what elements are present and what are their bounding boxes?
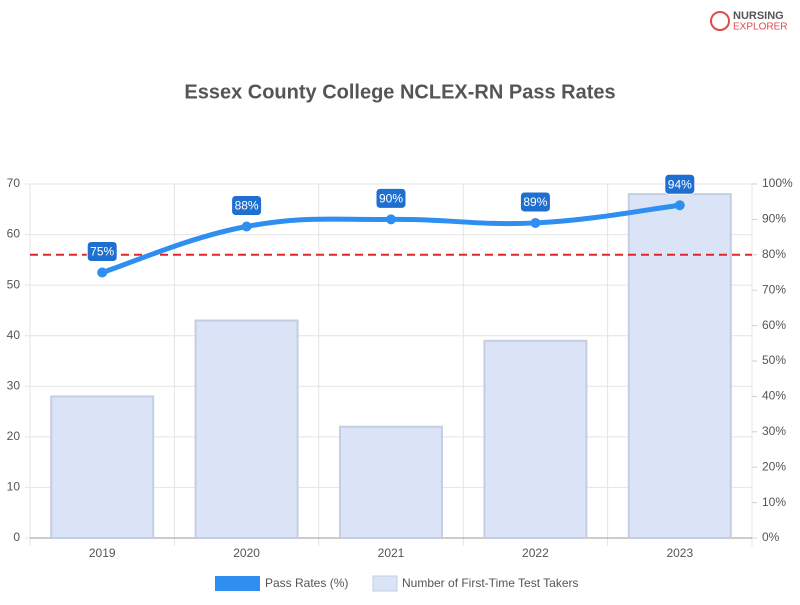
bar (194, 319, 299, 539)
bar (339, 425, 443, 539)
point (386, 214, 396, 225)
y2-tick-label: 70% (762, 282, 786, 296)
data-label: 75% (90, 245, 114, 259)
y-tick-label: 20 (7, 429, 21, 443)
y-tick-label: 10 (7, 480, 21, 494)
legend-label: Pass Rates (%) (265, 576, 348, 590)
y2-tick-label: 0% (762, 530, 780, 544)
y2-tick-label: 60% (762, 318, 786, 332)
data-label: 90% (379, 192, 403, 206)
y2-tick-label: 90% (762, 212, 786, 226)
legend-label: Number of First-Time Test Takers (402, 576, 578, 590)
legend-swatch (372, 575, 398, 592)
bar (483, 339, 588, 539)
point (241, 221, 252, 232)
y-tick-label: 30 (7, 378, 21, 392)
data-label: 88% (235, 199, 259, 213)
point (530, 217, 541, 228)
y-tick-label: 0 (13, 530, 20, 544)
logo-text: NURSING (733, 10, 784, 22)
y2-tick-label: 30% (762, 424, 786, 438)
data-label-box (86, 241, 118, 262)
y-tick-label: 40 (7, 328, 21, 342)
logo-icon (710, 11, 730, 31)
data-label-box (519, 191, 551, 213)
point (674, 200, 685, 211)
x-tick-label: 2022 (522, 546, 549, 560)
y2-tick-label: 20% (762, 459, 786, 473)
x-tick-label: 2019 (89, 546, 116, 560)
x-tick-label: 2021 (378, 546, 405, 560)
legend-swatch (215, 576, 260, 591)
data-label-box (375, 187, 407, 209)
chart-title: Essex County College NCLEX-RN Pass Rates (184, 81, 615, 103)
logo-text: EXPLORER (733, 22, 787, 33)
y2-tick-label: 100% (762, 176, 793, 190)
x-tick-label: 2023 (666, 546, 693, 560)
data-label-box (664, 173, 696, 195)
data-label: 89% (523, 195, 547, 209)
y-tick-label: 50 (7, 277, 21, 291)
y2-tick-label: 50% (762, 353, 786, 367)
y2-tick-label: 80% (762, 247, 786, 261)
y-tick-label: 60 (7, 227, 21, 241)
y-tick-label: 70 (7, 176, 21, 190)
data-label: 94% (668, 177, 692, 191)
point (97, 267, 108, 278)
x-tick-label: 2020 (233, 546, 260, 560)
data-label-box (231, 194, 263, 216)
bar (627, 193, 732, 539)
bar (50, 395, 155, 539)
y2-tick-label: 40% (762, 389, 786, 403)
y2-tick-label: 10% (762, 495, 786, 509)
